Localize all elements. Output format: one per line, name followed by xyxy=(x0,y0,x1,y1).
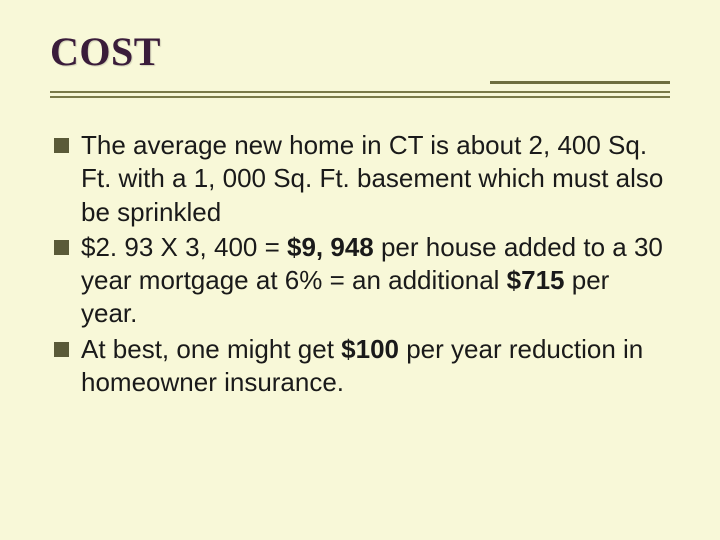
bullet-marker-icon xyxy=(54,342,69,357)
rule-long xyxy=(50,91,670,93)
slide-body: The average new home in CT is about 2, 4… xyxy=(50,129,670,399)
bold-run: $100 xyxy=(341,334,399,364)
bold-run: $9, 948 xyxy=(287,232,374,262)
bullet-marker-icon xyxy=(54,240,69,255)
bullet-text: At best, one might get $100 per year red… xyxy=(81,333,670,400)
text-run: The average new home in CT is about 2, 4… xyxy=(81,130,663,227)
bullet-text: $2. 93 X 3, 400 = $9, 948 per house adde… xyxy=(81,231,670,331)
text-run: At best, one might get xyxy=(81,334,341,364)
bullet-item: The average new home in CT is about 2, 4… xyxy=(54,129,670,229)
text-run: $2. 93 X 3, 400 = xyxy=(81,232,287,262)
bullet-text: The average new home in CT is about 2, 4… xyxy=(81,129,670,229)
title-underline xyxy=(50,81,670,105)
slide-title: COST xyxy=(50,28,670,75)
bullet-item: $2. 93 X 3, 400 = $9, 948 per house adde… xyxy=(54,231,670,331)
bold-run: $715 xyxy=(507,265,565,295)
bullet-item: At best, one might get $100 per year red… xyxy=(54,333,670,400)
rule-short xyxy=(490,81,670,84)
bullet-marker-icon xyxy=(54,138,69,153)
slide: COST The average new home in CT is about… xyxy=(0,0,720,540)
